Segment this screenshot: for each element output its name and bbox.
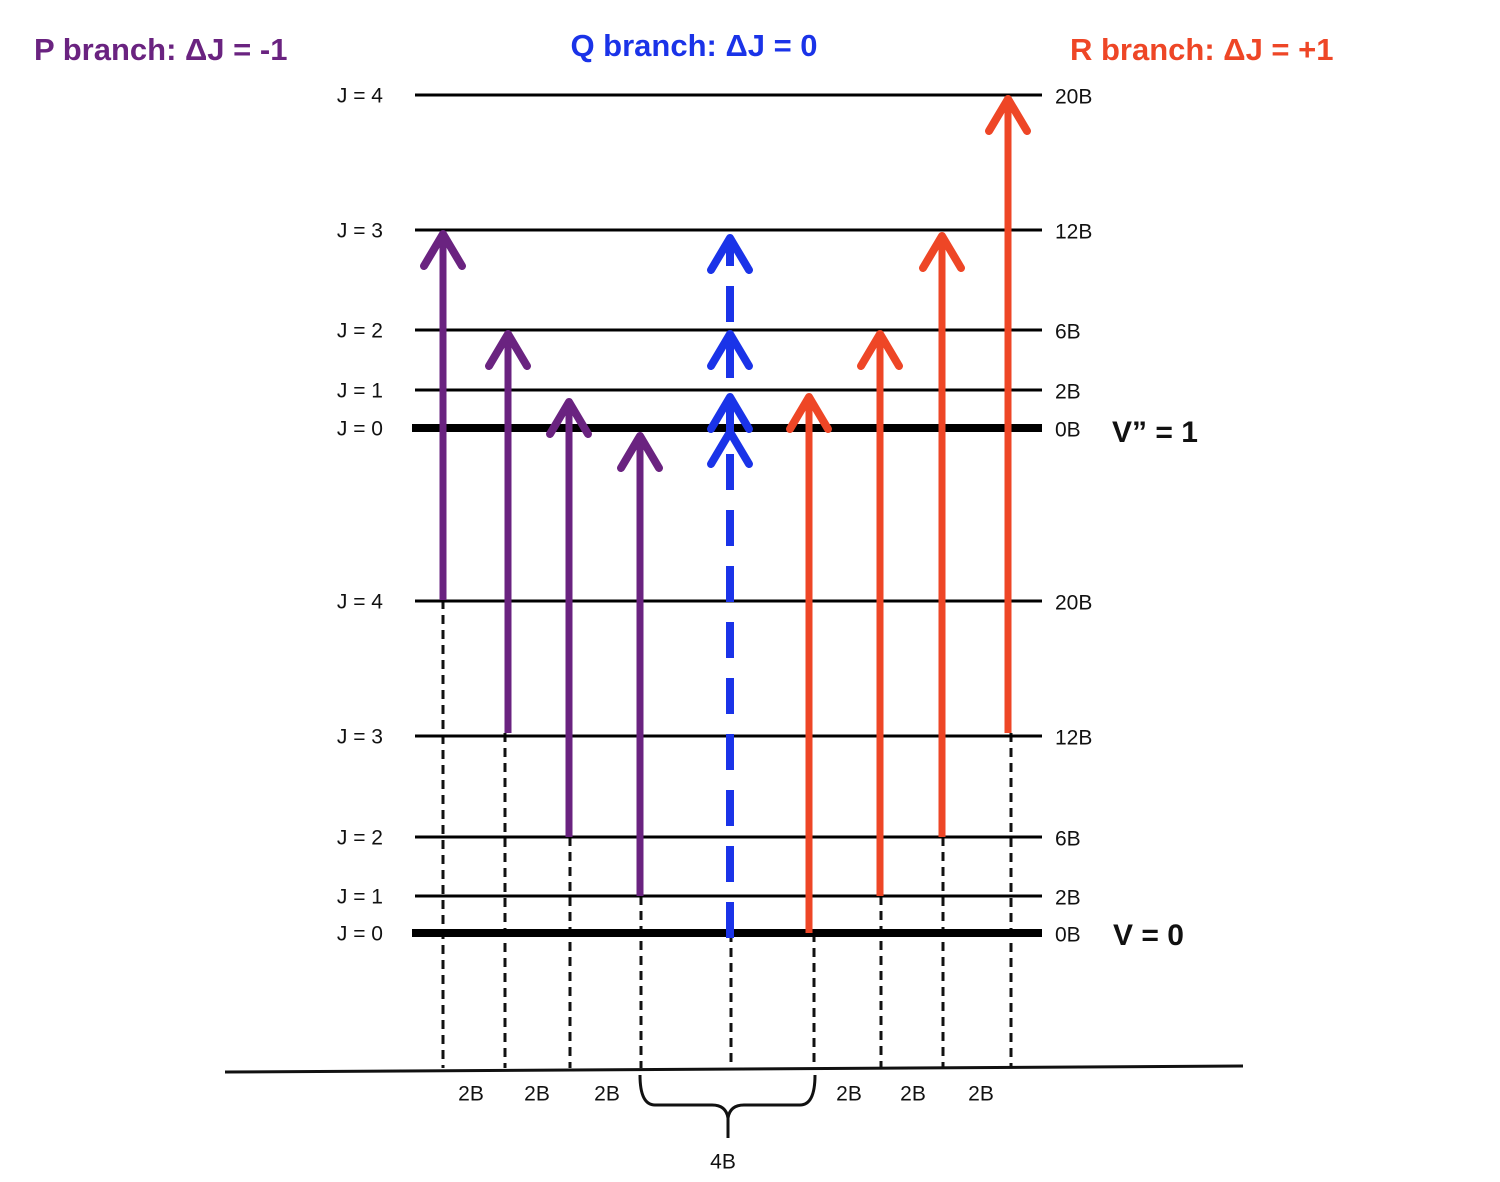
arrow-head <box>707 428 753 468</box>
arrow-head <box>857 330 903 370</box>
arrow-head <box>707 330 753 370</box>
arrow-head <box>420 230 466 270</box>
spacing-label: 2B <box>900 1083 926 1106</box>
upper-state-label: V” = 1 <box>1112 416 1198 449</box>
level-j-label: J = 4 <box>337 85 383 108</box>
spacing-label: 2B <box>968 1083 994 1106</box>
p-branch-title: P branch: ΔJ = -1 <box>34 32 287 67</box>
level-energy-label: 12B <box>1055 221 1092 244</box>
level-j-label: J = 3 <box>337 220 383 243</box>
level-energy-label: 0B <box>1055 419 1081 442</box>
level-j-label: J = 4 <box>337 591 383 614</box>
baseline <box>224 1064 1244 1074</box>
r-branch-title: R branch: ΔJ = +1 <box>1070 32 1334 67</box>
arrow-head <box>546 398 592 438</box>
spacing-label: 2B <box>458 1083 484 1106</box>
level-j-label: J = 2 <box>337 827 383 850</box>
arrow-head <box>707 234 753 274</box>
arrow-head <box>617 432 663 472</box>
level-j-label: J = 0 <box>337 923 383 946</box>
arrow-head <box>985 95 1031 135</box>
level-energy-label: 20B <box>1055 592 1092 615</box>
level-j-label: J = 1 <box>337 886 383 909</box>
level-energy-label: 2B <box>1055 887 1081 910</box>
lower-state-label: V = 0 <box>1113 919 1184 952</box>
arrow-head <box>707 393 753 433</box>
spacing-label: 2B <box>594 1083 620 1106</box>
level-energy-label: 6B <box>1055 321 1081 344</box>
level-j-label: J = 1 <box>337 380 383 403</box>
brace <box>638 1074 817 1119</box>
arrow-head <box>786 393 832 433</box>
level-j-label: J = 3 <box>337 726 383 749</box>
spacing-label: 4B <box>710 1151 736 1174</box>
q-branch-title: Q branch: ΔJ = 0 <box>570 28 817 63</box>
level-energy-label: 6B <box>1055 828 1081 851</box>
arrow-head <box>485 330 531 370</box>
level-energy-label: 20B <box>1055 86 1092 109</box>
spacing-label: 2B <box>836 1083 862 1106</box>
level-energy-label: 12B <box>1055 727 1092 750</box>
arrow-head <box>919 232 965 272</box>
level-energy-label: 0B <box>1055 924 1081 947</box>
level-j-label: J = 0 <box>337 418 383 441</box>
level-energy-label: 2B <box>1055 381 1081 404</box>
level-j-label: J = 2 <box>337 320 383 343</box>
spacing-label: 2B <box>524 1083 550 1106</box>
